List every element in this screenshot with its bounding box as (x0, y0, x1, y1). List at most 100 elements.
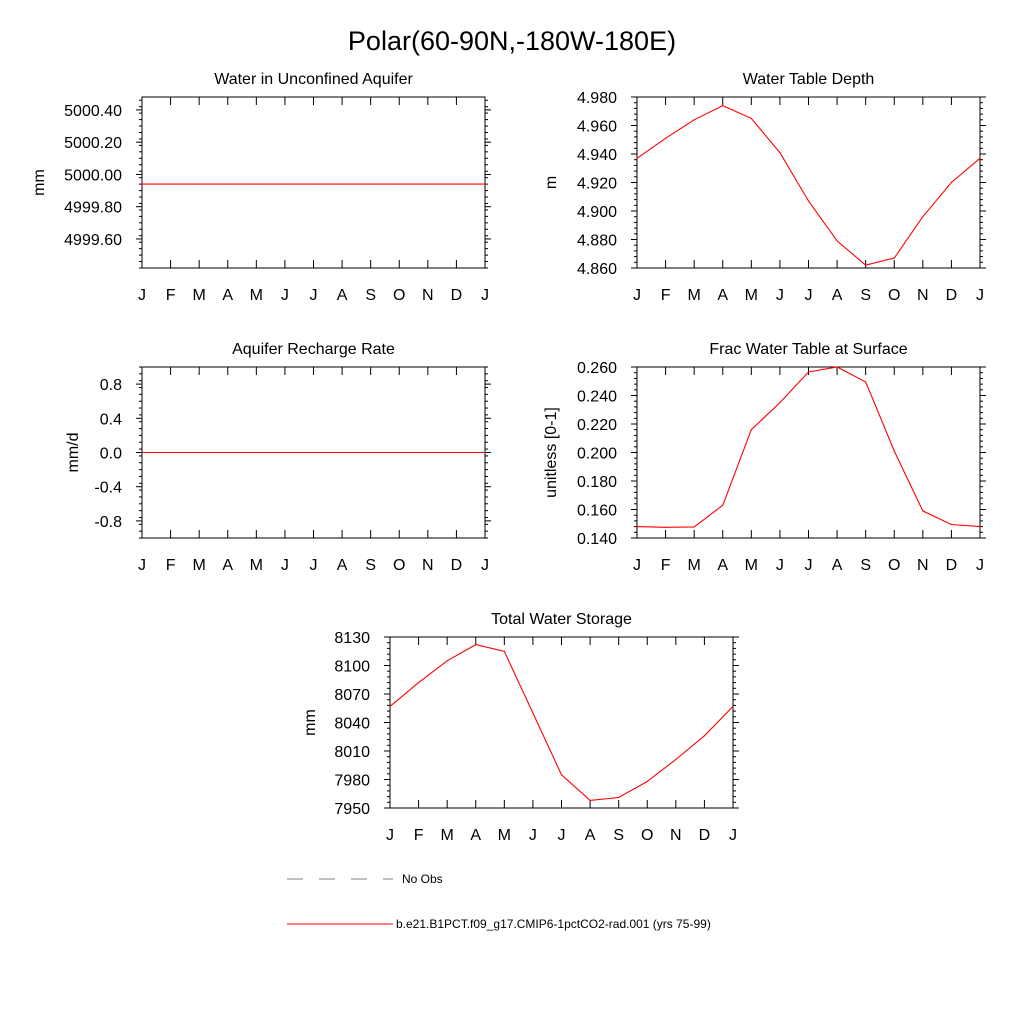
water-table-depth-data-point (636, 157, 638, 159)
water-table-depth-xtick-label: A (832, 287, 843, 304)
total-water-storage-ytick-label: 8070 (334, 687, 370, 704)
water-in-unconfined-aquifer-data-point (341, 183, 343, 185)
frac-water-table-at-surface-xtick-label: S (860, 557, 871, 574)
aquifer-recharge-rate-data-point (370, 451, 372, 454)
water-table-depth-ytick-label: 4.960 (577, 119, 617, 136)
water-in-unconfined-aquifer-data-point (198, 183, 200, 185)
water-in-unconfined-aquifer-xtick-label: D (451, 287, 463, 304)
total-water-storage-ytick-label: 8040 (334, 716, 370, 733)
water-in-unconfined-aquifer-xtick-label: S (365, 287, 376, 304)
aquifer-recharge-rate-xtick-label: S (365, 557, 376, 574)
water-in-unconfined-aquifer-xtick-label: J (481, 287, 489, 304)
water-in-unconfined-aquifer-data-point (227, 183, 229, 185)
aquifer-recharge-rate-xtick-label: M (250, 557, 263, 574)
water-table-depth-data-point (807, 200, 810, 202)
frac-water-table-at-surface-data-point (779, 402, 781, 404)
aquifer-recharge-rate-xtick-label: J (481, 557, 489, 574)
water-in-unconfined-aquifer-data-point (169, 183, 172, 185)
aquifer-recharge-rate-data-point (198, 451, 200, 454)
frac-water-table-at-surface-data-point (636, 526, 638, 528)
frac-water-table-at-surface-xtick-label: A (717, 557, 728, 574)
water-table-depth-data-point (893, 257, 895, 259)
water-in-unconfined-aquifer-xtick-label: A (222, 287, 233, 304)
water-table-depth-xtick-label: J (776, 287, 784, 304)
frac-water-table-at-surface-data-point (750, 429, 752, 431)
water-table-depth-plot-frame (636, 96, 981, 269)
frac-water-table-at-surface-ytick-label: 0.160 (577, 503, 617, 520)
aquifer-recharge-rate-ytick-label: 0.8 (100, 377, 122, 394)
frac-water-table-at-surface-data-point (922, 510, 924, 512)
frac-water-table-at-surface-plot-frame (636, 366, 981, 539)
total-water-storage-data-point (618, 796, 620, 799)
total-water-storage-xtick-label: D (699, 827, 711, 844)
water-in-unconfined-aquifer-xtick-label: J (281, 287, 289, 304)
total-water-storage-data-point (646, 780, 648, 783)
aquifer-recharge-rate-ytick-label: -0.8 (94, 514, 122, 531)
aquifer-recharge-rate-xtick-label: N (422, 557, 434, 574)
aquifer-recharge-rate-data-point (455, 451, 458, 454)
frac-water-table-at-surface-xtick-label: O (888, 557, 900, 574)
aquifer-recharge-rate-title: Aquifer Recharge Rate (232, 341, 395, 358)
aquifer-recharge-rate-ytick-label: 0.0 (100, 446, 122, 463)
frac-water-table-at-surface-xtick-label: J (976, 557, 984, 574)
water-in-unconfined-aquifer-data-point (455, 183, 458, 185)
water-table-depth-data-point (950, 181, 953, 184)
frac-water-table-at-surface-data-point (979, 526, 981, 528)
aquifer-recharge-rate-xtick-label: J (281, 557, 289, 574)
total-water-storage-data-point (560, 774, 563, 776)
frac-water-table-at-surface-ytick-label: 0.260 (577, 360, 617, 377)
total-water-storage-title: Total Water Storage (491, 611, 632, 628)
frac-water-table-at-surface-data-point (893, 450, 895, 452)
aquifer-recharge-rate-xtick-label: D (451, 557, 463, 574)
frac-water-table-at-surface-data-point (693, 526, 695, 528)
water-table-depth-ytick-label: 4.920 (577, 176, 617, 193)
total-water-storage-ytick-label: 8130 (334, 630, 370, 647)
water-in-unconfined-aquifer-data-point (255, 183, 257, 185)
aquifer-recharge-rate-xtick-label: J (138, 557, 146, 574)
water-table-depth-title: Water Table Depth (743, 71, 875, 88)
water-table-depth-ytick-label: 4.940 (577, 147, 617, 164)
total-water-storage-ytick-label: 8010 (334, 744, 370, 761)
legend-label-model-run: b.e21.B1PCT.f09_g17.CMIP6-1pctCO2-rad.00… (396, 917, 711, 931)
aquifer-recharge-rate-ytick-label: -0.4 (94, 480, 122, 497)
water-table-depth-data-point (865, 264, 867, 266)
water-table-depth-data-point (664, 137, 667, 139)
aquifer-recharge-rate-xtick-label: A (222, 557, 233, 574)
frac-water-table-at-surface-ylabel: unitless [0-1] (543, 407, 560, 498)
aquifer-recharge-rate-data-point (484, 451, 486, 454)
water-table-depth-xtick-label: M (688, 287, 701, 304)
frac-water-table-at-surface-data-point (664, 526, 667, 528)
water-table-depth-ylabel: m (543, 176, 560, 189)
aquifer-recharge-rate-data-point (227, 451, 229, 454)
aquifer-recharge-rate-xtick-label: O (393, 557, 405, 574)
water-in-unconfined-aquifer-xtick-label: O (393, 287, 405, 304)
water-table-depth-ytick-label: 4.880 (577, 233, 617, 250)
water-table-depth-xtick-label: S (860, 287, 871, 304)
frac-water-table-at-surface-xtick-label: D (946, 557, 958, 574)
water-table-depth-data-point (693, 119, 695, 121)
total-water-storage-xtick-label: J (729, 827, 737, 844)
aquifer-recharge-rate-xtick-label: M (193, 557, 206, 574)
total-water-storage-xtick-label: S (613, 827, 624, 844)
total-water-storage-data-point (503, 650, 505, 652)
water-table-depth-data-point (979, 157, 981, 159)
total-water-storage-data-point (732, 705, 734, 707)
water-table-depth-xtick-label: J (633, 287, 641, 304)
aquifer-recharge-rate-data-point (427, 451, 429, 454)
total-water-storage-xtick-label: A (585, 827, 596, 844)
total-water-storage-xtick-label: O (641, 827, 653, 844)
water-table-depth-xtick-label: J (976, 287, 984, 304)
frac-water-table-at-surface-series-line (636, 366, 981, 528)
frac-water-table-at-surface-ytick-label: 0.240 (577, 389, 617, 406)
water-in-unconfined-aquifer-ytick-label: 4999.80 (64, 200, 122, 217)
water-in-unconfined-aquifer-xtick-label: J (310, 287, 318, 304)
water-in-unconfined-aquifer-xtick-label: N (422, 287, 434, 304)
legend-label-no-obs: No Obs (402, 872, 443, 886)
water-table-depth-ytick-label: 4.980 (577, 90, 617, 107)
water-table-depth-xtick-label: F (661, 287, 671, 304)
frac-water-table-at-surface-xtick-label: M (688, 557, 701, 574)
water-in-unconfined-aquifer-xtick-label: J (138, 287, 146, 304)
water-in-unconfined-aquifer-xtick-label: M (250, 287, 263, 304)
